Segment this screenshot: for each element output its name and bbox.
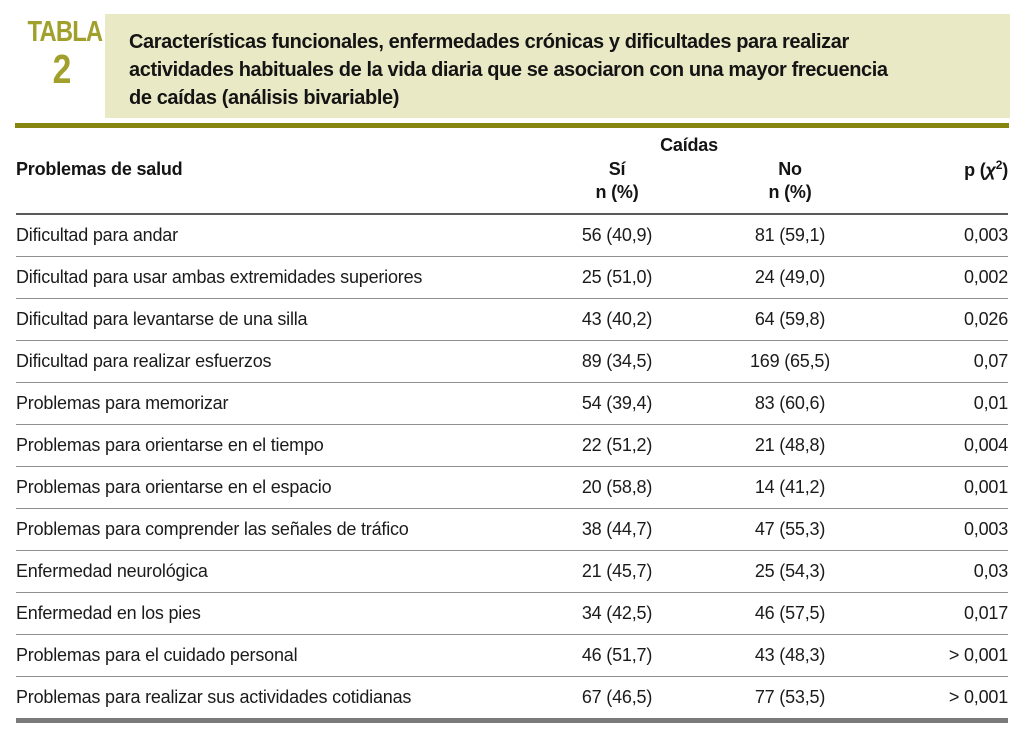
row-label: Problemas para orientarse en el tiempo (16, 424, 516, 467)
row-p-value: 0,003 (862, 508, 1008, 551)
group-header-caidas: Caídas (660, 135, 718, 155)
row-p-value: 0,017 (862, 592, 1008, 635)
row-si-value: 38 (44,7) (516, 508, 718, 551)
row-label: Dificultad para realizar esfuerzos (16, 340, 516, 383)
table-row: Problemas para orientarse en el tiempo 2… (16, 424, 1008, 467)
row-p-value: 0,001 (862, 466, 1008, 509)
row-si-value: 20 (58,8) (516, 466, 718, 509)
empty-cell (862, 182, 1008, 214)
tabla-word: TABLA (27, 16, 104, 48)
table-row: Problemas para realizar sus actividades … (16, 676, 1008, 718)
subheader-row: n (%) n (%) (16, 182, 1008, 214)
row-si-value: 54 (39,4) (516, 382, 718, 425)
empty-cell (862, 130, 1008, 156)
col-header-p-chi2: p (χ2) (862, 156, 1008, 182)
table-row: Problemas para el cuidado personal 46 (5… (16, 634, 1008, 677)
row-si-value: 22 (51,2) (516, 424, 718, 467)
row-p-value: 0,004 (862, 424, 1008, 467)
subheader-n-pct-no: n (%) (768, 182, 812, 202)
col-header-no: No (778, 158, 802, 179)
table-body: Dificultad para andar 56 (40,9) 81 (59,1… (16, 213, 1008, 718)
bivariate-analysis-table: Caídas Problemas de salud Sí No p (χ2) n… (16, 130, 1008, 718)
empty-cell (16, 130, 516, 156)
row-label: Problemas para orientarse en el espacio (16, 466, 516, 509)
row-no-value: 21 (48,8) (718, 424, 863, 467)
row-no-value: 43 (48,3) (718, 634, 863, 677)
table-title-line-1: Características funcionales, enfermedade… (129, 31, 849, 53)
row-label: Problemas para el cuidado personal (16, 634, 516, 677)
row-label: Dificultad para levantarse de una silla (16, 298, 516, 341)
row-p-value: 0,01 (862, 382, 1008, 425)
table-row: Dificultad para realizar esfuerzos 89 (3… (16, 340, 1008, 383)
row-no-value: 25 (54,3) (718, 550, 863, 593)
row-no-value: 14 (41,2) (718, 466, 863, 509)
col-header-si: Sí (608, 158, 626, 179)
row-si-value: 25 (51,0) (516, 256, 718, 299)
row-si-value: 34 (42,5) (516, 592, 718, 635)
row-no-value: 64 (59,8) (718, 298, 863, 341)
chi-exponent: 2 (995, 157, 1003, 172)
p-header-prefix: p ( (964, 159, 986, 180)
table-row: Problemas para memorizar 54 (39,4) 83 (6… (16, 382, 1008, 425)
table-title-line-2: actividades habituales de la vida diaria… (129, 59, 888, 81)
table-row: Dificultad para usar ambas extremidades … (16, 256, 1008, 299)
table-number-label: TABLA 2 (27, 16, 104, 92)
table-header-area: TABLA 2 Características funcionales, enf… (0, 14, 1024, 118)
table-bottom-rule (16, 718, 1008, 723)
row-label: Problemas para comprender las señales de… (16, 508, 516, 551)
column-header-row: Problemas de salud Sí No p (χ2) (16, 156, 1008, 182)
row-si-value: 43 (40,2) (516, 298, 718, 341)
row-p-value: 0,002 (862, 256, 1008, 299)
row-p-value: 0,026 (862, 298, 1008, 341)
empty-cell (16, 182, 516, 214)
row-si-value: 56 (40,9) (516, 213, 718, 257)
title-underline-rule (15, 123, 1009, 128)
row-label: Dificultad para usar ambas extremidades … (16, 256, 516, 299)
row-p-value: > 0,001 (862, 634, 1008, 677)
row-label: Enfermedad neurológica (16, 550, 516, 593)
chi-symbol: χ (985, 159, 996, 180)
table-row: Problemas para orientarse en el espacio … (16, 466, 1008, 509)
row-label: Problemas para memorizar (16, 382, 516, 425)
row-si-value: 89 (34,5) (516, 340, 718, 383)
row-p-value: 0,07 (862, 340, 1008, 383)
row-si-value: 46 (51,7) (516, 634, 718, 677)
table-row: Enfermedad neurológica 21 (45,7) 25 (54,… (16, 550, 1008, 593)
table-row: Dificultad para levantarse de una silla … (16, 298, 1008, 341)
row-label: Problemas para realizar sus actividades … (16, 676, 516, 718)
table-row: Enfermedad en los pies 34 (42,5) 46 (57,… (16, 592, 1008, 635)
table-row: Dificultad para andar 56 (40,9) 81 (59,1… (16, 213, 1008, 257)
row-si-value: 21 (45,7) (516, 550, 718, 593)
row-p-value: 0,03 (862, 550, 1008, 593)
subheader-n-pct-si: n (%) (595, 182, 639, 202)
row-no-value: 169 (65,5) (718, 340, 863, 383)
row-p-value: > 0,001 (862, 676, 1008, 718)
col-header-problemas-de-salud: Problemas de salud (16, 158, 183, 179)
table-row: Problemas para comprender las señales de… (16, 508, 1008, 551)
row-p-value: 0,003 (862, 213, 1008, 257)
table-title-line-3: de caídas (análisis bivariable) (129, 87, 399, 109)
table-head: Caídas Problemas de salud Sí No p (χ2) n… (16, 130, 1008, 214)
row-label: Enfermedad en los pies (16, 592, 516, 635)
row-no-value: 24 (49,0) (718, 256, 863, 299)
table-title-box: Características funcionales, enfermedade… (105, 14, 1010, 118)
tabla-number: 2 (52, 46, 72, 92)
p-header-suffix: ) (1002, 159, 1009, 180)
row-no-value: 46 (57,5) (718, 592, 863, 635)
row-si-value: 67 (46,5) (516, 676, 718, 718)
row-no-value: 81 (59,1) (718, 213, 863, 257)
row-no-value: 77 (53,5) (718, 676, 863, 718)
group-header-row: Caídas (16, 130, 1008, 156)
row-no-value: 83 (60,6) (718, 382, 863, 425)
row-no-value: 47 (55,3) (718, 508, 863, 551)
row-label: Dificultad para andar (16, 213, 516, 257)
paper-table-page: TABLA 2 Características funcionales, enf… (0, 14, 1024, 744)
